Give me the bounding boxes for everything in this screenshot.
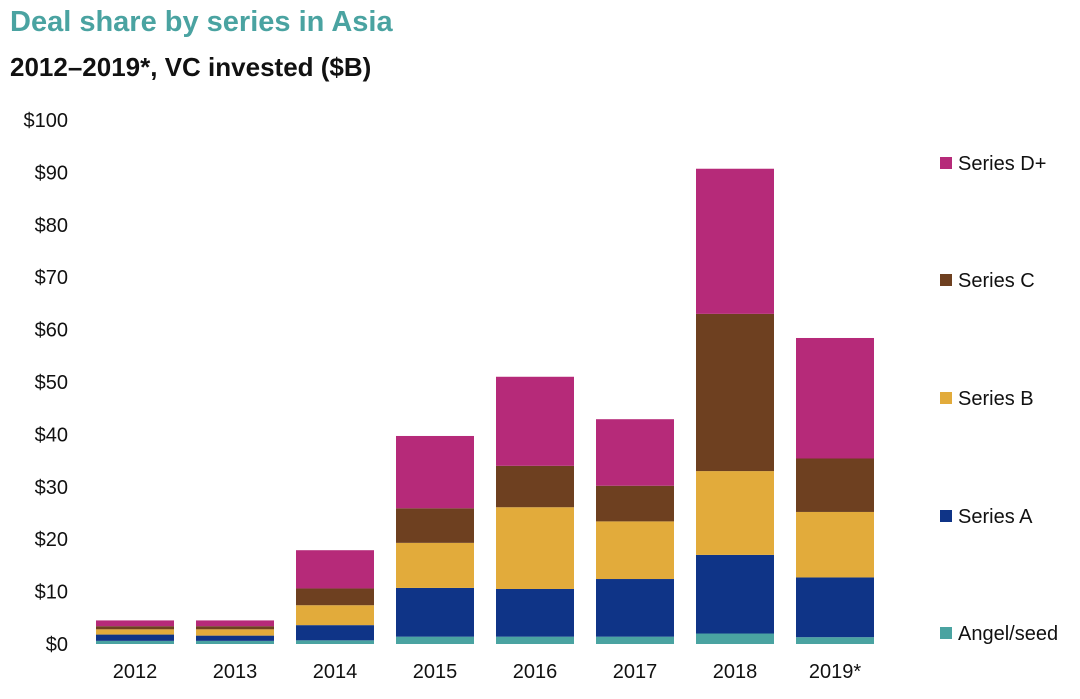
bar-segment [596, 579, 674, 637]
bar-segment [196, 635, 274, 641]
bar-segment [696, 633, 774, 644]
bar-segment [296, 588, 374, 606]
chart-subtitle: 2012–2019*, VC invested ($B) [10, 52, 372, 82]
y-tick-label: $40 [35, 424, 68, 446]
y-tick-label: $50 [35, 372, 68, 394]
bars [96, 168, 874, 644]
x-tick-label: 2016 [513, 661, 558, 683]
bar-segment [796, 511, 874, 578]
chart-title: Deal share by series in Asia [10, 6, 393, 38]
legend-swatch [940, 157, 952, 169]
bar-segment [396, 636, 474, 644]
bar-segment [296, 550, 374, 589]
y-tick-label: $60 [35, 320, 68, 342]
legend-label: Series D+ [958, 153, 1046, 175]
x-tick-label: 2014 [313, 661, 358, 683]
bar-segment [496, 636, 574, 644]
bar-segment [596, 419, 674, 486]
bar-segment [96, 634, 174, 641]
x-tick-label: 2012 [113, 661, 158, 683]
legend-swatch [940, 392, 952, 404]
bar-segment [96, 626, 174, 630]
x-tick-label: 2017 [613, 661, 658, 683]
bar-segment [396, 587, 474, 637]
bar-segment [96, 640, 174, 644]
bar-segment [496, 376, 574, 466]
x-tick-label: 2013 [213, 661, 258, 683]
y-tick-label: $80 [35, 215, 68, 237]
bar-segment [596, 521, 674, 580]
y-tick-label: $70 [35, 267, 68, 289]
y-tick-label: $90 [35, 162, 68, 184]
bar-segment [96, 620, 174, 627]
legend-swatch [940, 510, 952, 522]
bar-segment [496, 588, 574, 637]
legend-label: Series A [958, 506, 1033, 528]
bar-segment [796, 458, 874, 512]
bar-segment [296, 640, 374, 644]
y-tick-label: $30 [35, 477, 68, 499]
legend-swatch [940, 274, 952, 286]
x-tick-label: 2015 [413, 661, 458, 683]
bar-segment [696, 168, 774, 314]
legend-swatch [940, 627, 952, 639]
legend-label: Series C [958, 270, 1035, 292]
bar-segment [296, 605, 374, 626]
bar-segment [696, 471, 774, 555]
y-axis: $0 $10 $20 $30 $40 $50 $60 $70 $80 $90 $100 [24, 110, 69, 656]
bar-segment [396, 542, 474, 588]
legend-label: Angel/seed [958, 623, 1058, 645]
bar-segment [196, 629, 274, 636]
bar-segment [196, 620, 274, 627]
bar-segment [596, 636, 674, 644]
bar-segment [796, 337, 874, 459]
x-tick-label: 2019* [809, 661, 861, 683]
y-tick-label: $10 [35, 582, 68, 604]
x-axis: 2012 2013 2014 2015 2016 2017 2018 2019* [113, 661, 862, 683]
bar-segment [296, 625, 374, 641]
bar-segment [96, 629, 174, 635]
x-tick-label: 2018 [713, 661, 758, 683]
bar-segment [496, 507, 574, 589]
bar-segment [796, 637, 874, 644]
legend: Series D+ Series C Series B Series A Angel/s… [940, 153, 1058, 645]
bar-segment [396, 508, 474, 543]
bar-segment [796, 577, 874, 638]
bar-segment [396, 435, 474, 509]
bar-segment [196, 626, 274, 630]
y-tick-label: $0 [46, 634, 68, 656]
y-tick-label: $20 [35, 529, 68, 551]
bar-segment [196, 640, 274, 644]
bar-segment [696, 554, 774, 634]
legend-label: Series B [958, 388, 1034, 410]
y-tick-label: $100 [24, 110, 69, 132]
bar-segment [496, 465, 574, 508]
bar-segment [596, 485, 674, 522]
bar-segment [696, 313, 774, 472]
